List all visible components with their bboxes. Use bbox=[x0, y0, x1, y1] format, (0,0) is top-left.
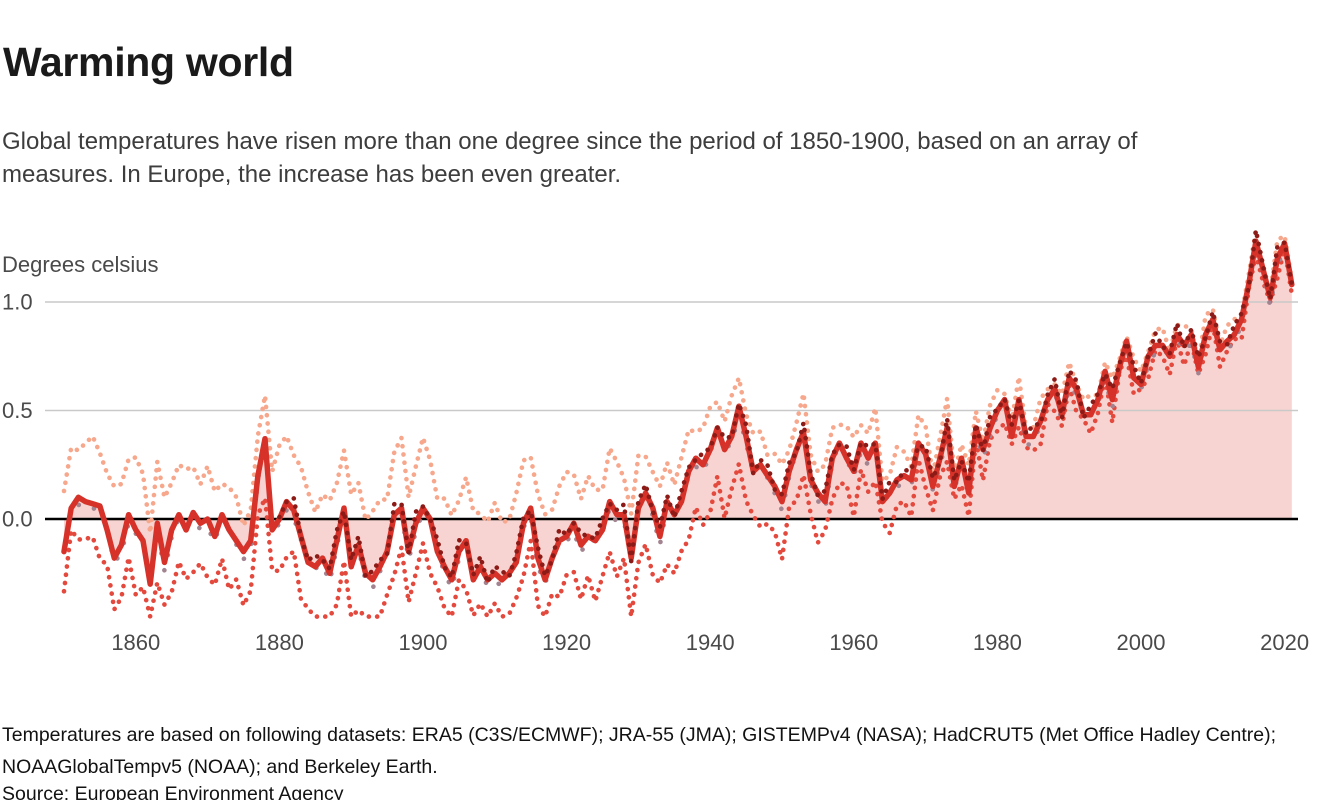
x-tick-label: 2000 bbox=[1117, 630, 1166, 655]
x-tick-label: 2020 bbox=[1260, 630, 1309, 655]
y-tick-label: 1.0 bbox=[2, 290, 33, 315]
temperature-chart: Degrees celsius 1.0 0.5 0.0 1860 1880 1900 1920… bbox=[2, 227, 1309, 655]
series-lower-envelope bbox=[61, 245, 1295, 619]
x-tick-label: 1880 bbox=[255, 630, 304, 655]
footer-source: Source: European Environment Agency bbox=[2, 782, 344, 800]
x-tick-label: 1960 bbox=[829, 630, 878, 655]
x-tick-label: 1920 bbox=[542, 630, 591, 655]
chart-area: Degrees celsius 1.0 0.5 0.0 1860 1880 1900 1920… bbox=[0, 210, 1320, 670]
y-tick-label: 0.5 bbox=[2, 398, 33, 423]
y-axis-label: Degrees celsius bbox=[2, 252, 159, 277]
page-title: Warming world bbox=[3, 39, 294, 86]
y-tick-label: 0.0 bbox=[2, 507, 33, 532]
series-dark-red-dataset bbox=[277, 227, 1295, 585]
x-tick-label: 1980 bbox=[973, 630, 1022, 655]
x-tick-label: 1860 bbox=[111, 630, 160, 655]
footer-note: Temperatures are based on following data… bbox=[2, 723, 1277, 778]
series-upper-envelope bbox=[61, 228, 1295, 536]
series-area-fill bbox=[64, 241, 1292, 585]
x-tick-label: 1940 bbox=[686, 630, 735, 655]
page-subtitle: Global temperatures have risen more than… bbox=[2, 128, 1138, 188]
x-tick-label: 1900 bbox=[399, 630, 448, 655]
